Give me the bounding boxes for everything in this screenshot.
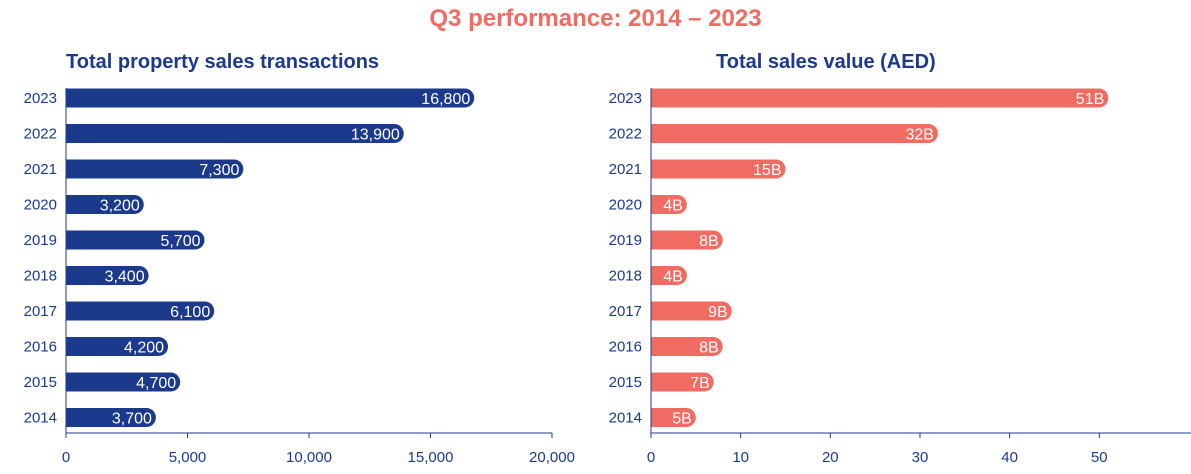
right-x-tick-label: 30 [912,449,929,466]
right-data-label: 8B [699,233,719,250]
right-x-tick-label: 20 [822,449,839,466]
right-data-label: 4B [663,198,683,215]
left-bar [66,159,244,179]
right-bar [651,88,1109,108]
left-data-label: 6,100 [170,304,210,321]
left-bar [66,88,475,108]
right-year-label: 2018 [609,268,642,285]
left-data-label: 4,700 [136,375,176,392]
right-year-label: 2022 [609,126,642,143]
right-bar [651,124,938,143]
left-x-tick-label: 0 [62,449,70,466]
left-data-label: 4,200 [124,340,164,357]
left-data-label: 7,300 [199,162,239,179]
right-chart-title: Total sales value (AED) [716,51,936,73]
right-x-tick-label: 40 [1001,449,1018,466]
right-data-label: 9B [708,304,728,321]
left-x-tick-label: 5,000 [169,449,207,466]
right-x-tick-label: 10 [732,449,749,466]
right-year-label: 2021 [609,161,642,178]
right-year-label: 2015 [609,374,642,391]
right-data-label: 15B [753,162,781,179]
left-year-label: 2017 [24,303,57,320]
right-bar [651,195,687,214]
left-year-label: 2016 [24,339,57,356]
right-bar [651,159,786,179]
right-year-label: 2019 [609,232,642,249]
right-year-label: 2020 [609,197,642,214]
right-bar [651,301,732,321]
right-year-label: 2017 [609,303,642,320]
right-year-label: 2014 [609,410,642,427]
left-bar [66,372,181,392]
left-bar [66,230,205,250]
left-chart-title: Total property sales transactions [66,51,380,73]
chart-title: Q3 performance: 2014 – 2023 [429,5,762,32]
right-year-label: 2023 [609,90,642,107]
left-year-label: 2023 [24,90,57,107]
right-data-label: 4B [663,269,683,286]
left-year-label: 2020 [24,197,57,214]
right-bar [651,408,696,427]
right-data-label: 5B [672,411,692,428]
right-x-tick-label: 50 [1091,449,1108,466]
left-year-label: 2014 [24,410,57,427]
left-data-label: 5,700 [160,233,200,250]
left-year-label: 2022 [24,126,57,143]
left-x-tick-label: 20,000 [529,449,575,466]
right-bar [651,337,723,356]
left-bar [66,124,404,143]
right-year-label: 2016 [609,339,642,356]
left-data-label: 13,900 [351,127,400,144]
left-x-tick-label: 15,000 [408,449,454,466]
right-bar [651,230,723,250]
right-data-label: 32B [905,127,933,144]
left-bar [66,195,144,214]
left-bar [66,301,215,321]
left-data-label: 3,400 [105,269,145,286]
right-x-tick-label: 0 [647,449,655,466]
left-bar [66,337,169,356]
left-x-tick-label: 10,000 [286,449,332,466]
left-year-label: 2021 [24,161,57,178]
left-bar [66,266,149,285]
right-data-label: 8B [699,340,719,357]
right-bar [651,266,687,285]
left-year-label: 2018 [24,268,57,285]
left-year-label: 2015 [24,374,57,391]
left-bar [66,408,156,427]
left-data-label: 3,200 [100,198,140,215]
left-year-label: 2019 [24,232,57,249]
right-data-label: 7B [690,375,710,392]
right-data-label: 51B [1076,91,1104,108]
left-data-label: 16,800 [421,91,470,108]
left-data-label: 3,700 [112,411,152,428]
right-bar [651,372,714,392]
